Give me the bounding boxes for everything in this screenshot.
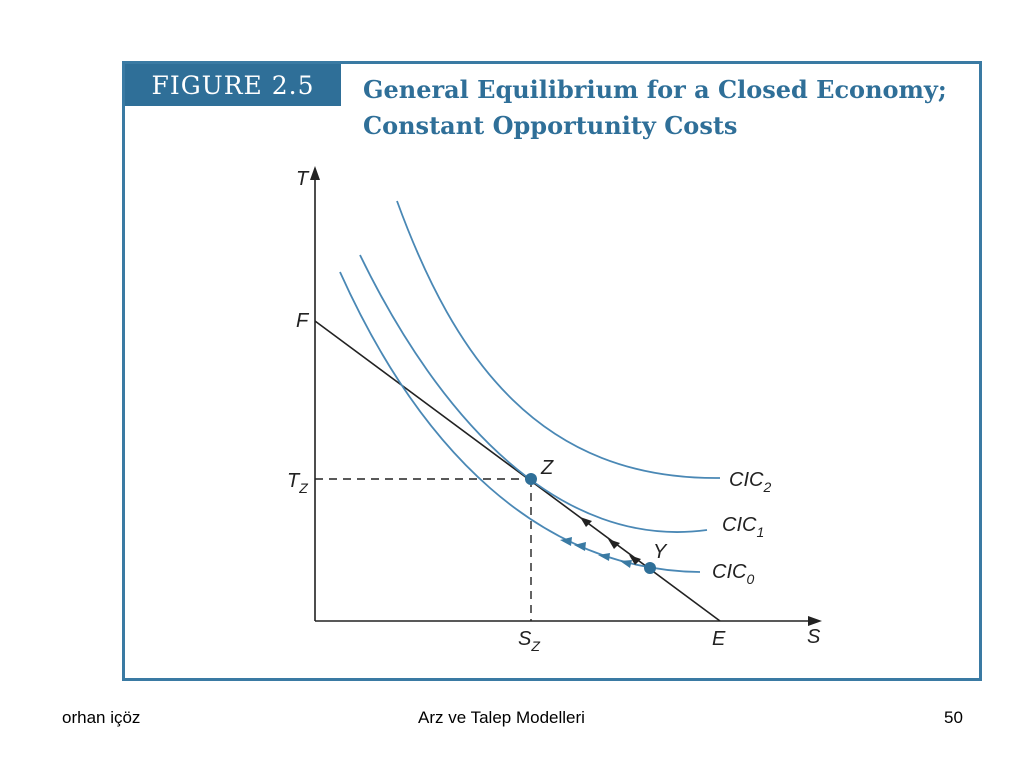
point-z-marker xyxy=(525,473,537,485)
point-y-label: Y xyxy=(653,541,668,563)
cic-1-main: CIC xyxy=(722,514,757,536)
frontier-direction-arrow xyxy=(608,539,620,549)
cic-0-main: CIC xyxy=(712,561,747,583)
cic-0-direction-arrow xyxy=(598,553,610,561)
cic-2-curve xyxy=(396,200,721,479)
figure-title: General Equilibrium for a Closed Economy… xyxy=(363,72,963,144)
figure-title-line-2: Constant Opportunity Costs xyxy=(363,111,738,140)
point-e-label: E xyxy=(712,628,726,650)
figure-number-badge: FIGURE 2.5 xyxy=(125,64,341,106)
cic-0-direction-arrow xyxy=(574,542,586,551)
cic-0-label: CIC0 xyxy=(712,561,754,587)
cic-1-sub: 1 xyxy=(756,524,764,540)
figure-title-line-1: General Equilibrium for a Closed Economy… xyxy=(363,75,947,104)
tick-tz-label: TZ xyxy=(287,470,308,496)
y-axis-arrowhead xyxy=(310,166,320,180)
footer-title: Arz ve Talep Modelleri xyxy=(418,708,585,727)
point-f-label: F xyxy=(296,310,310,332)
cic-1-curve xyxy=(359,254,708,533)
x-axis-arrowhead xyxy=(808,616,822,626)
tick-sz-main: S xyxy=(518,628,532,650)
point-y-marker xyxy=(644,562,656,574)
cic-2-label: CIC2 xyxy=(729,469,771,495)
y-axis-label: T xyxy=(296,168,310,190)
frontier-direction-arrow xyxy=(580,517,592,527)
cic-0-direction-arrow xyxy=(620,560,632,568)
frontier-direction-arrow xyxy=(629,555,641,565)
cic-0-curve xyxy=(339,271,701,573)
tick-tz-sub: Z xyxy=(298,480,308,496)
cic-1-label: CIC1 xyxy=(722,514,764,540)
figure-frame: FIGURE 2.5 General Equilibrium for a Clo… xyxy=(122,61,982,681)
footer-author: orhan içöz xyxy=(62,708,141,727)
footer-page-number: 50 xyxy=(944,708,963,727)
tick-sz-label: SZ xyxy=(518,628,540,654)
tick-tz-main: T xyxy=(287,470,301,492)
cic-0-direction-arrow xyxy=(560,537,572,546)
point-z-label: Z xyxy=(540,457,554,479)
x-axis-label: S xyxy=(807,626,821,648)
tick-sz-sub: Z xyxy=(530,638,540,654)
cic-0-sub: 0 xyxy=(746,571,754,587)
cic-2-main: CIC xyxy=(729,469,764,491)
production-frontier-line xyxy=(314,320,721,622)
cic-2-sub: 2 xyxy=(762,479,771,495)
